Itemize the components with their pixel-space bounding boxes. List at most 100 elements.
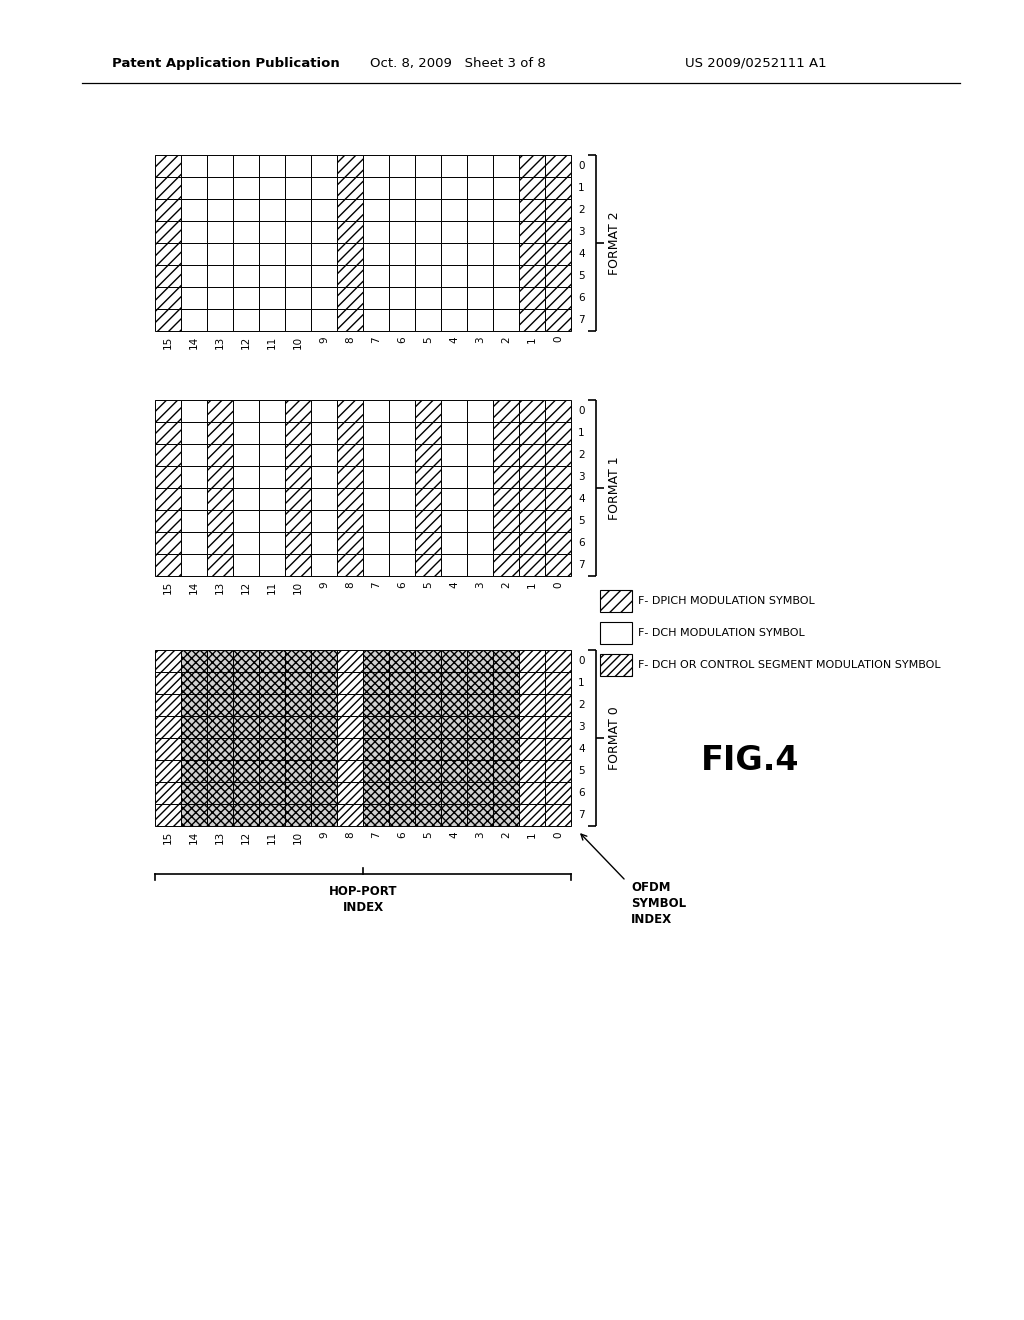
Bar bbox=[362, 220, 389, 243]
Text: 7: 7 bbox=[371, 337, 381, 343]
Bar bbox=[441, 694, 467, 715]
Bar bbox=[259, 177, 285, 199]
Bar bbox=[467, 466, 493, 488]
Bar bbox=[259, 781, 285, 804]
Bar bbox=[311, 649, 337, 672]
Bar bbox=[519, 760, 545, 781]
Bar bbox=[207, 199, 233, 220]
Bar bbox=[285, 286, 311, 309]
Bar bbox=[467, 694, 493, 715]
Bar bbox=[285, 804, 311, 826]
Bar bbox=[259, 694, 285, 715]
Bar bbox=[389, 649, 415, 672]
Bar bbox=[519, 286, 545, 309]
Bar bbox=[467, 286, 493, 309]
Bar bbox=[207, 532, 233, 554]
Bar bbox=[545, 265, 571, 286]
Bar bbox=[207, 715, 233, 738]
Text: 2: 2 bbox=[501, 832, 511, 838]
Bar bbox=[545, 532, 571, 554]
Text: 7: 7 bbox=[371, 581, 381, 587]
Bar bbox=[233, 738, 259, 760]
Bar bbox=[415, 510, 441, 532]
Bar bbox=[545, 286, 571, 309]
Bar bbox=[467, 715, 493, 738]
Text: 8: 8 bbox=[345, 337, 355, 343]
Bar bbox=[441, 532, 467, 554]
Bar bbox=[155, 177, 181, 199]
Bar bbox=[181, 532, 207, 554]
Bar bbox=[233, 760, 259, 781]
Bar bbox=[259, 444, 285, 466]
Bar bbox=[600, 590, 632, 612]
Bar bbox=[519, 488, 545, 510]
Bar bbox=[441, 649, 467, 672]
Bar bbox=[207, 309, 233, 331]
Text: 9: 9 bbox=[319, 581, 329, 587]
Bar bbox=[285, 760, 311, 781]
Bar bbox=[233, 154, 259, 177]
Bar bbox=[415, 444, 441, 466]
Bar bbox=[337, 760, 362, 781]
Bar bbox=[389, 400, 415, 422]
Bar bbox=[362, 177, 389, 199]
Text: 12: 12 bbox=[241, 337, 251, 350]
Bar bbox=[493, 444, 519, 466]
Bar bbox=[467, 422, 493, 444]
Bar bbox=[337, 199, 362, 220]
Bar bbox=[362, 510, 389, 532]
Bar bbox=[337, 400, 362, 422]
Text: US 2009/0252111 A1: US 2009/0252111 A1 bbox=[685, 57, 826, 70]
Bar bbox=[181, 715, 207, 738]
Bar bbox=[259, 510, 285, 532]
Bar bbox=[415, 309, 441, 331]
Bar bbox=[233, 488, 259, 510]
Bar bbox=[467, 199, 493, 220]
Bar bbox=[362, 804, 389, 826]
Bar bbox=[259, 199, 285, 220]
Text: F- DCH MODULATION SYMBOL: F- DCH MODULATION SYMBOL bbox=[638, 628, 805, 638]
Bar bbox=[155, 400, 181, 422]
Text: 1: 1 bbox=[578, 678, 585, 688]
Text: 11: 11 bbox=[267, 337, 278, 350]
Text: 0: 0 bbox=[578, 656, 585, 667]
Bar bbox=[415, 738, 441, 760]
Bar bbox=[545, 466, 571, 488]
Text: 13: 13 bbox=[215, 581, 225, 594]
Bar bbox=[207, 220, 233, 243]
Bar bbox=[285, 154, 311, 177]
Bar bbox=[389, 422, 415, 444]
Bar bbox=[441, 781, 467, 804]
Text: 5: 5 bbox=[423, 832, 433, 838]
Bar bbox=[181, 444, 207, 466]
Bar bbox=[155, 265, 181, 286]
Bar bbox=[285, 444, 311, 466]
Bar bbox=[207, 554, 233, 576]
Bar bbox=[155, 422, 181, 444]
Bar bbox=[337, 265, 362, 286]
Bar bbox=[415, 243, 441, 265]
Bar bbox=[311, 177, 337, 199]
Bar bbox=[415, 804, 441, 826]
Bar bbox=[389, 804, 415, 826]
Text: OFDM
SYMBOL
INDEX: OFDM SYMBOL INDEX bbox=[631, 880, 686, 927]
Bar bbox=[155, 804, 181, 826]
Bar bbox=[415, 265, 441, 286]
Bar bbox=[545, 309, 571, 331]
Bar bbox=[467, 649, 493, 672]
Bar bbox=[181, 400, 207, 422]
Bar bbox=[285, 265, 311, 286]
Text: 6: 6 bbox=[578, 539, 585, 548]
Text: 1: 1 bbox=[578, 183, 585, 193]
Bar bbox=[285, 715, 311, 738]
Text: 5: 5 bbox=[578, 271, 585, 281]
Text: 3: 3 bbox=[578, 473, 585, 482]
Bar bbox=[181, 309, 207, 331]
Bar bbox=[285, 400, 311, 422]
Bar bbox=[493, 781, 519, 804]
Bar bbox=[362, 422, 389, 444]
Bar bbox=[207, 444, 233, 466]
Bar bbox=[285, 243, 311, 265]
Bar bbox=[311, 265, 337, 286]
Text: 5: 5 bbox=[578, 766, 585, 776]
